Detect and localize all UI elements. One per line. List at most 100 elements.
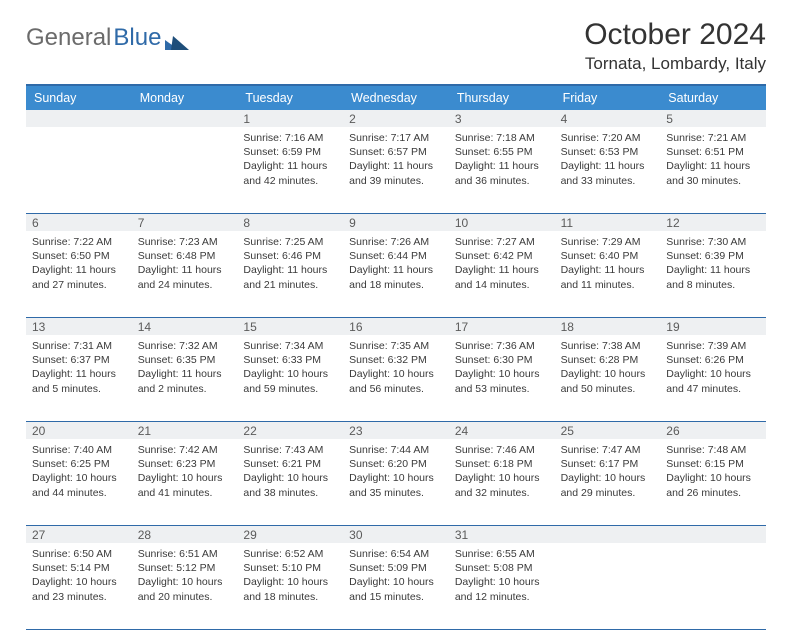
calendar: SundayMondayTuesdayWednesdayThursdayFrid… <box>26 84 766 630</box>
day-body: Sunrise: 7:42 AMSunset: 6:23 PMDaylight:… <box>138 442 232 500</box>
sunrise-line: Sunrise: 7:23 AM <box>138 235 232 249</box>
day-number: 17 <box>449 318 555 335</box>
sunset-line: Sunset: 6:42 PM <box>455 249 549 263</box>
day-cell: Sunrise: 7:22 AMSunset: 6:50 PMDaylight:… <box>26 231 132 317</box>
day-number: 15 <box>237 318 343 335</box>
day-cell: Sunrise: 7:25 AMSunset: 6:46 PMDaylight:… <box>237 231 343 317</box>
day-body: Sunrise: 7:34 AMSunset: 6:33 PMDaylight:… <box>243 338 337 396</box>
day-cell: Sunrise: 7:43 AMSunset: 6:21 PMDaylight:… <box>237 439 343 525</box>
header: GeneralBlue October 2024 Tornata, Lombar… <box>26 18 766 74</box>
day-body: Sunrise: 7:30 AMSunset: 6:39 PMDaylight:… <box>666 234 760 292</box>
day-number: 12 <box>660 214 766 231</box>
day-cell: Sunrise: 7:48 AMSunset: 6:15 PMDaylight:… <box>660 439 766 525</box>
sunrise-line: Sunrise: 7:25 AM <box>243 235 337 249</box>
week-row: Sunrise: 7:31 AMSunset: 6:37 PMDaylight:… <box>26 335 766 422</box>
daylight-line: Daylight: 11 hours and 5 minutes. <box>32 367 126 395</box>
sunrise-line: Sunrise: 7:36 AM <box>455 339 549 353</box>
day-body: Sunrise: 7:38 AMSunset: 6:28 PMDaylight:… <box>561 338 655 396</box>
sunrise-line: Sunrise: 7:34 AM <box>243 339 337 353</box>
location: Tornata, Lombardy, Italy <box>584 54 766 74</box>
day-body: Sunrise: 7:44 AMSunset: 6:20 PMDaylight:… <box>349 442 443 500</box>
sunrise-line: Sunrise: 7:29 AM <box>561 235 655 249</box>
day-cell: Sunrise: 7:23 AMSunset: 6:48 PMDaylight:… <box>132 231 238 317</box>
day-number: 16 <box>343 318 449 335</box>
day-cell: Sunrise: 7:26 AMSunset: 6:44 PMDaylight:… <box>343 231 449 317</box>
day-cell: Sunrise: 7:32 AMSunset: 6:35 PMDaylight:… <box>132 335 238 421</box>
sunset-line: Sunset: 6:55 PM <box>455 145 549 159</box>
day-cell <box>555 543 661 629</box>
sunset-line: Sunset: 6:28 PM <box>561 353 655 367</box>
day-number: 27 <box>26 526 132 543</box>
brand-part1: General <box>26 24 111 52</box>
sunrise-line: Sunrise: 7:26 AM <box>349 235 443 249</box>
sunrise-line: Sunrise: 7:21 AM <box>666 131 760 145</box>
sunrise-line: Sunrise: 7:40 AM <box>32 443 126 457</box>
day-number: 31 <box>449 526 555 543</box>
weeks: 12345 Sunrise: 7:16 AMSunset: 6:59 PMDayl… <box>26 110 766 630</box>
daylight-line: Daylight: 10 hours and 15 minutes. <box>349 575 443 603</box>
sunrise-line: Sunrise: 6:54 AM <box>349 547 443 561</box>
day-body: Sunrise: 7:22 AMSunset: 6:50 PMDaylight:… <box>32 234 126 292</box>
sunrise-line: Sunrise: 7:46 AM <box>455 443 549 457</box>
day-number: 14 <box>132 318 238 335</box>
week-numbers: 12345 <box>26 110 766 127</box>
day-body: Sunrise: 6:50 AMSunset: 5:14 PMDaylight:… <box>32 546 126 604</box>
daylight-line: Daylight: 11 hours and 33 minutes. <box>561 159 655 187</box>
day-cell: Sunrise: 7:30 AMSunset: 6:39 PMDaylight:… <box>660 231 766 317</box>
sunrise-line: Sunrise: 7:35 AM <box>349 339 443 353</box>
day-body: Sunrise: 7:48 AMSunset: 6:15 PMDaylight:… <box>666 442 760 500</box>
daylight-line: Daylight: 10 hours and 26 minutes. <box>666 471 760 499</box>
day-cell: Sunrise: 7:18 AMSunset: 6:55 PMDaylight:… <box>449 127 555 213</box>
day-number <box>132 110 238 127</box>
sunset-line: Sunset: 6:51 PM <box>666 145 760 159</box>
day-number: 6 <box>26 214 132 231</box>
day-number: 30 <box>343 526 449 543</box>
day-body: Sunrise: 7:21 AMSunset: 6:51 PMDaylight:… <box>666 130 760 188</box>
day-body: Sunrise: 7:27 AMSunset: 6:42 PMDaylight:… <box>455 234 549 292</box>
sunrise-line: Sunrise: 7:30 AM <box>666 235 760 249</box>
day-cell <box>660 543 766 629</box>
week-row: Sunrise: 7:40 AMSunset: 6:25 PMDaylight:… <box>26 439 766 526</box>
dow-tuesday: Tuesday <box>237 86 343 110</box>
day-body: Sunrise: 7:18 AMSunset: 6:55 PMDaylight:… <box>455 130 549 188</box>
week-row: Sunrise: 7:16 AMSunset: 6:59 PMDaylight:… <box>26 127 766 214</box>
day-cell: Sunrise: 7:42 AMSunset: 6:23 PMDaylight:… <box>132 439 238 525</box>
day-number: 28 <box>132 526 238 543</box>
sunset-line: Sunset: 5:10 PM <box>243 561 337 575</box>
dow-sunday: Sunday <box>26 86 132 110</box>
day-body: Sunrise: 7:16 AMSunset: 6:59 PMDaylight:… <box>243 130 337 188</box>
daylight-line: Daylight: 11 hours and 30 minutes. <box>666 159 760 187</box>
day-cell: Sunrise: 7:47 AMSunset: 6:17 PMDaylight:… <box>555 439 661 525</box>
sunset-line: Sunset: 6:26 PM <box>666 353 760 367</box>
day-cell: Sunrise: 7:17 AMSunset: 6:57 PMDaylight:… <box>343 127 449 213</box>
day-cell: Sunrise: 7:29 AMSunset: 6:40 PMDaylight:… <box>555 231 661 317</box>
day-body: Sunrise: 7:26 AMSunset: 6:44 PMDaylight:… <box>349 234 443 292</box>
day-number: 26 <box>660 422 766 439</box>
sunset-line: Sunset: 6:50 PM <box>32 249 126 263</box>
daylight-line: Daylight: 10 hours and 56 minutes. <box>349 367 443 395</box>
day-body: Sunrise: 7:40 AMSunset: 6:25 PMDaylight:… <box>32 442 126 500</box>
daylight-line: Daylight: 11 hours and 21 minutes. <box>243 263 337 291</box>
day-number: 8 <box>237 214 343 231</box>
sunset-line: Sunset: 6:53 PM <box>561 145 655 159</box>
day-body: Sunrise: 7:17 AMSunset: 6:57 PMDaylight:… <box>349 130 443 188</box>
sunset-line: Sunset: 5:14 PM <box>32 561 126 575</box>
day-cell: Sunrise: 7:34 AMSunset: 6:33 PMDaylight:… <box>237 335 343 421</box>
day-cell: Sunrise: 7:35 AMSunset: 6:32 PMDaylight:… <box>343 335 449 421</box>
day-cell: Sunrise: 7:31 AMSunset: 6:37 PMDaylight:… <box>26 335 132 421</box>
daylight-line: Daylight: 10 hours and 20 minutes. <box>138 575 232 603</box>
dow-saturday: Saturday <box>660 86 766 110</box>
dow-thursday: Thursday <box>449 86 555 110</box>
day-cell: Sunrise: 7:27 AMSunset: 6:42 PMDaylight:… <box>449 231 555 317</box>
sunrise-line: Sunrise: 7:32 AM <box>138 339 232 353</box>
sunrise-line: Sunrise: 7:42 AM <box>138 443 232 457</box>
daylight-line: Daylight: 10 hours and 23 minutes. <box>32 575 126 603</box>
day-cell: Sunrise: 7:16 AMSunset: 6:59 PMDaylight:… <box>237 127 343 213</box>
sunset-line: Sunset: 5:08 PM <box>455 561 549 575</box>
day-cell: Sunrise: 7:38 AMSunset: 6:28 PMDaylight:… <box>555 335 661 421</box>
sunset-line: Sunset: 6:44 PM <box>349 249 443 263</box>
day-body: Sunrise: 6:55 AMSunset: 5:08 PMDaylight:… <box>455 546 549 604</box>
daylight-line: Daylight: 10 hours and 35 minutes. <box>349 471 443 499</box>
day-body: Sunrise: 7:23 AMSunset: 6:48 PMDaylight:… <box>138 234 232 292</box>
sunrise-line: Sunrise: 7:39 AM <box>666 339 760 353</box>
